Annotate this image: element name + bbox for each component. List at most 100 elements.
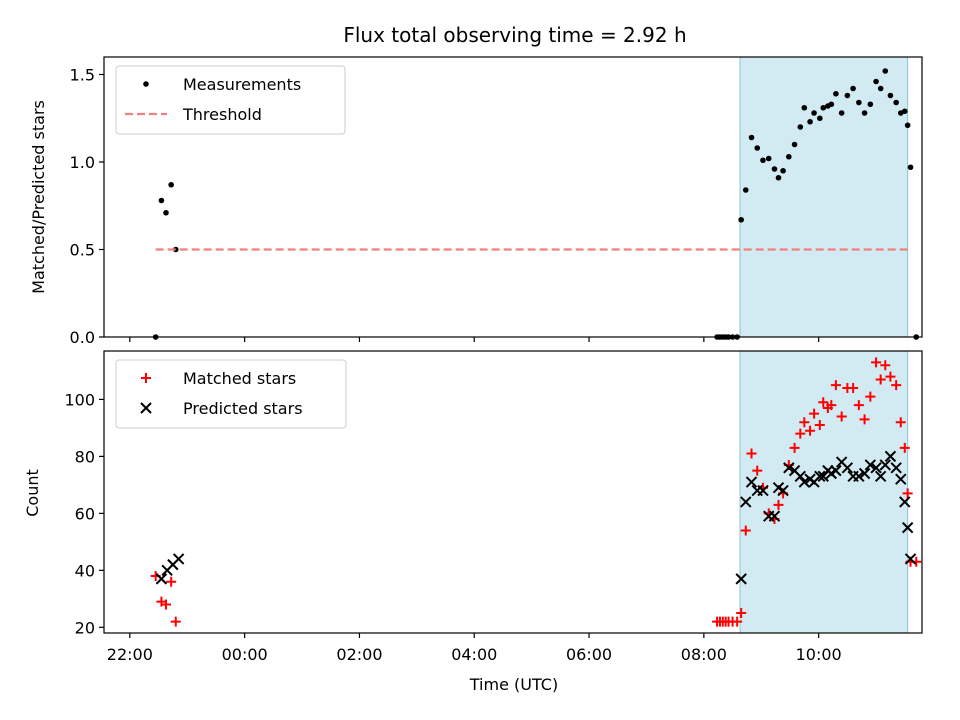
measurement-point <box>807 118 813 125</box>
x-tick-label: 02:00 <box>336 645 382 664</box>
predicted-star-point <box>904 553 917 565</box>
measurement-point <box>760 157 766 164</box>
predicted-star-point <box>155 573 168 585</box>
predicted-star-point <box>901 521 914 534</box>
matched-star-point <box>752 465 763 476</box>
matched-star-point <box>805 425 816 436</box>
legend-label: Matched stars <box>183 369 296 388</box>
x-tick-label: 10:00 <box>796 645 842 664</box>
measurement-point <box>158 197 165 204</box>
predicted-star-point <box>172 553 185 565</box>
legend-marker-plus <box>141 373 151 383</box>
matched-star-point <box>795 428 806 439</box>
y-tick-label: 20 <box>75 618 95 637</box>
x-tick-label: 04:00 <box>451 645 497 664</box>
measurement-point <box>742 187 749 193</box>
y-axis-label-top: Matched/Predicted stars <box>29 100 48 294</box>
measurement-point <box>873 78 879 85</box>
y-axis-label-bottom: Count <box>23 469 42 517</box>
legend-label: Predicted stars <box>183 399 303 418</box>
measurement-point <box>820 104 827 111</box>
matched-star-point <box>902 488 913 499</box>
matched-star-point <box>891 380 902 391</box>
measurement-point <box>901 108 908 115</box>
y-tick-label: 1.0 <box>70 153 95 172</box>
matched-star-point <box>848 383 859 394</box>
measurement-point <box>833 90 839 97</box>
measurement-point <box>893 99 899 106</box>
predicted-star-point <box>884 450 897 463</box>
measurement-point <box>172 246 179 253</box>
predicted-star-point <box>899 496 911 508</box>
predicted-star-point <box>858 467 871 480</box>
matched-star-point <box>885 371 896 382</box>
x-tick-label: 00:00 <box>222 645 268 664</box>
x-tick-label: 06:00 <box>566 645 612 664</box>
matched-star-point <box>826 400 837 411</box>
legend-marker-dot <box>143 81 149 87</box>
measurement-point <box>828 101 835 108</box>
measurement-point <box>765 155 772 162</box>
predicted-star-point <box>735 573 747 585</box>
measurement-point <box>844 92 851 99</box>
y-tick-label: 1.5 <box>70 66 95 85</box>
y-tick-label: 100 <box>64 390 95 409</box>
highlight-span <box>739 56 909 338</box>
matched-star-point <box>895 417 906 428</box>
predicted-star-point <box>740 496 752 508</box>
measurement-point <box>877 85 884 92</box>
x-tick-label: 22:00 <box>107 645 153 664</box>
predicted-star-point <box>777 484 789 497</box>
predicted-star-point <box>841 462 854 474</box>
predicted-star-point <box>853 470 865 483</box>
measurement-point <box>907 164 914 171</box>
matched-star-point <box>799 417 810 428</box>
legend-box <box>115 65 346 135</box>
matched-star-point <box>740 525 751 536</box>
measurement-point <box>882 68 889 74</box>
matched-star-point <box>170 616 181 627</box>
measurement-point <box>867 101 874 108</box>
axes-frame <box>103 56 923 338</box>
y-tick-label: 80 <box>75 447 95 466</box>
y-tick-label: 0.5 <box>70 241 95 260</box>
x-axis-label: Time (UTC) <box>469 675 558 694</box>
legend-marker-x <box>140 402 152 414</box>
predicted-star-point <box>870 462 882 474</box>
legend: Measurements Threshold <box>115 65 346 135</box>
measurement-point <box>861 110 868 116</box>
x-tick-label: 08:00 <box>681 645 727 664</box>
matched-star-point <box>865 391 876 402</box>
predicted-star-point <box>794 470 807 483</box>
matched-star-point <box>773 499 784 510</box>
measurement-point <box>887 92 894 99</box>
measurement-point <box>775 174 782 181</box>
matched-star-point <box>160 599 171 610</box>
matched-star-point <box>859 414 870 425</box>
matched-star-point <box>746 448 757 459</box>
axes-frame <box>103 350 923 634</box>
bottom-panel-count: 20 40 60 80 100 22:00 00:00 02:00 04:00 06:00 08:0… <box>64 350 923 664</box>
measurement-point <box>780 167 786 174</box>
legend-label: Measurements <box>183 75 301 94</box>
series-predicted-stars <box>155 450 917 585</box>
measurement-point <box>168 181 174 188</box>
predicted-star-point <box>757 484 769 497</box>
y-tick-label: 40 <box>75 561 95 580</box>
chart-title: Flux total observing time = 2.92 h <box>343 23 686 47</box>
y-tick-label: 0.0 <box>70 328 95 347</box>
measurement-point <box>163 209 169 216</box>
measurement-point <box>838 110 845 116</box>
top-panel-ratio: 0.0 0.5 1.0 1.5 Measurements Threshold <box>70 56 923 347</box>
matched-star-point <box>166 576 177 587</box>
legend-box <box>115 359 347 429</box>
measurement-point <box>771 166 778 172</box>
matched-star-point <box>789 442 800 453</box>
series-measurements <box>152 68 920 340</box>
measurement-point <box>904 122 911 129</box>
predicted-star-point <box>798 476 811 488</box>
y-tick-label: 60 <box>75 504 95 523</box>
legend: Matched stars Predicted stars <box>115 359 347 429</box>
predicted-star-point <box>783 462 795 474</box>
